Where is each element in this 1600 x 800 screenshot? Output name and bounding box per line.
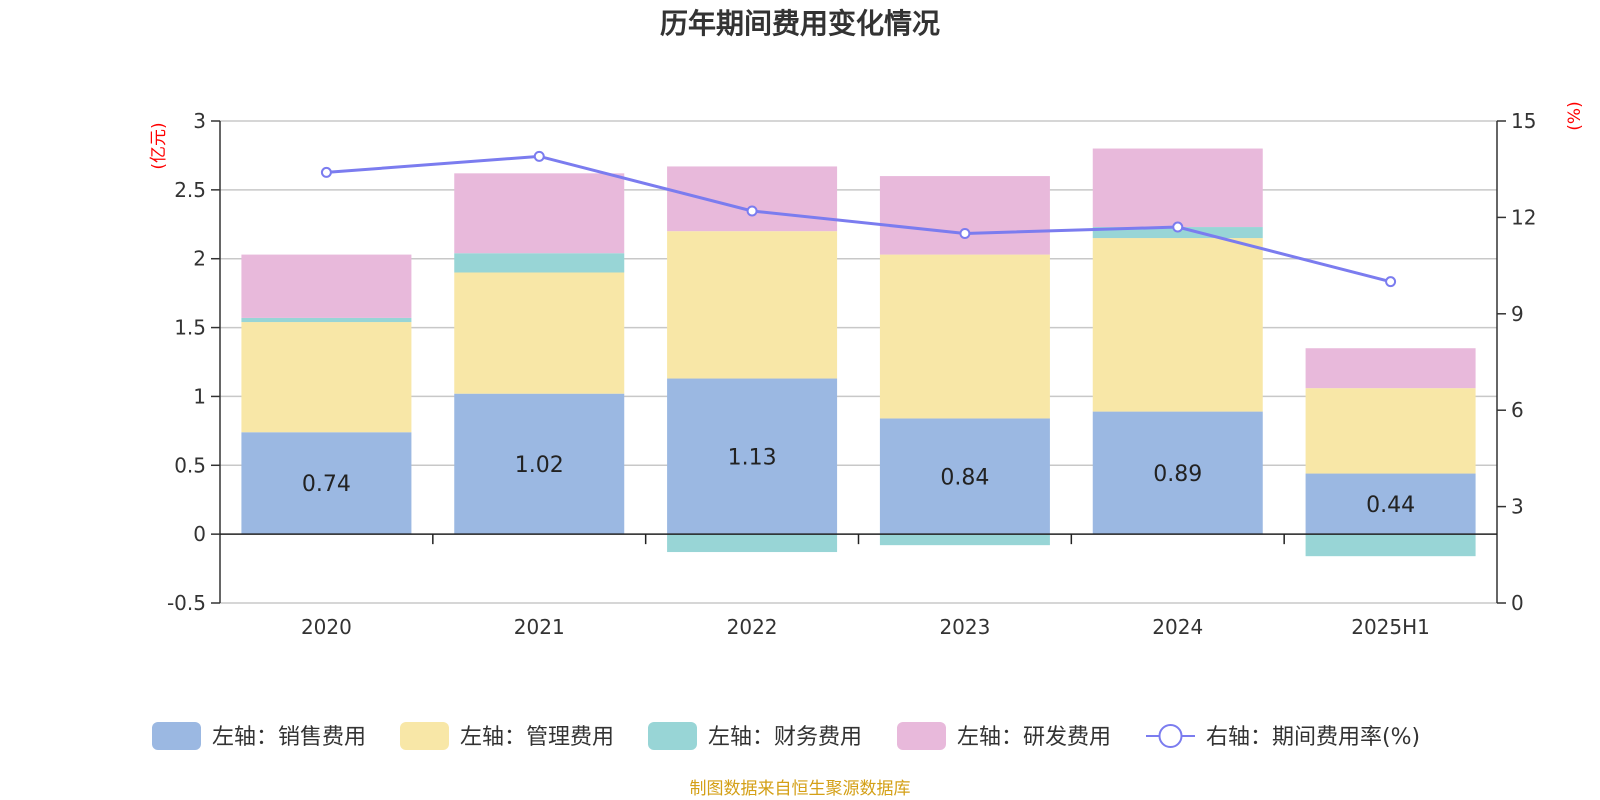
right-tick-label: 0 (1511, 591, 1524, 615)
bar-data-label: 1.02 (515, 453, 564, 478)
bar-segment (454, 253, 625, 273)
legend: 左轴：销售费用 左轴：管理费用 左轴：财务费用 左轴：研发费用 右轴：期间费用率(%) (152, 722, 1420, 750)
left-tick-label: 2.5 (174, 178, 206, 202)
bar-segment (879, 254, 1050, 419)
bar-segment (241, 322, 412, 433)
left-tick-label: 3 (193, 109, 206, 133)
left-tick-label: 1 (193, 384, 206, 408)
bar-data-label: 0.44 (1366, 493, 1415, 518)
legend-label: 左轴：管理费用 (460, 725, 614, 750)
right-tick-label: 3 (1511, 495, 1524, 519)
bar-segment (667, 378, 838, 535)
legend-label: 左轴：财务费用 (708, 725, 862, 750)
axes: 3 2.5 2 1.5 1 0.5 0 -0.5 15 12 9 6 3 0 2020 2021 2022 202… (167, 109, 1536, 639)
data-labels: 0.74 1.02 1.13 0.84 0.89 0.44 (302, 445, 1415, 518)
rate-point (746, 205, 758, 217)
left-tick-label: 1.5 (174, 316, 206, 340)
legend-label: 左轴：销售费用 (212, 725, 366, 750)
bar-segment (1092, 411, 1263, 535)
rate-line-path (326, 154, 1391, 284)
bar-data-label: 0.74 (302, 472, 351, 497)
bar-segment (879, 176, 1050, 255)
bar-segment (454, 272, 625, 394)
bar-segment (454, 173, 625, 254)
bar-segment (241, 254, 412, 318)
x-tick-label: 2025H1 (1351, 615, 1430, 639)
right-axis-unit: (%) (1565, 101, 1585, 130)
chart-title: 历年期间费用变化情况 (660, 7, 940, 40)
x-tick-label: 2020 (301, 615, 352, 639)
bar-segment (1305, 473, 1476, 535)
rate-point (533, 150, 545, 162)
bar-segment (1092, 238, 1263, 412)
right-tick-label: 6 (1511, 398, 1524, 422)
bar-segment (1305, 534, 1476, 557)
bar-data-label: 0.89 (1153, 462, 1202, 487)
left-tick-label: 2 (193, 247, 206, 271)
bar-segment (667, 534, 838, 553)
legend-swatch (648, 722, 697, 750)
right-tick-label: 12 (1511, 205, 1536, 229)
right-tick-label: 15 (1511, 109, 1536, 133)
x-tick-label: 2021 (514, 615, 565, 639)
left-axis-unit: (亿元) (149, 122, 169, 169)
bar-segment (241, 317, 412, 323)
legend-label: 左轴：研发费用 (957, 725, 1111, 750)
rate-point (1385, 276, 1397, 288)
left-tick-label: -0.5 (167, 591, 206, 615)
bar-segment (241, 432, 412, 535)
x-tick-label: 2022 (727, 615, 778, 639)
legend-swatch (152, 722, 201, 750)
bar-data-label: 0.84 (940, 465, 989, 490)
bar-segment (667, 231, 838, 379)
grid (220, 120, 1497, 604)
x-tick-label: 2023 (939, 615, 990, 639)
bar-segment (1092, 227, 1263, 239)
bar-segment (667, 166, 838, 232)
bar-segment (1092, 148, 1263, 228)
rate-point (1172, 221, 1184, 233)
bars (241, 148, 1476, 557)
legend-marker (1158, 724, 1183, 748)
rate-point (959, 227, 971, 239)
rate-point (320, 166, 332, 178)
bar-segment (454, 393, 625, 535)
bar-segment (1305, 388, 1476, 474)
bar-data-label: 1.13 (728, 445, 777, 470)
bar-segment (879, 418, 1050, 535)
source-note: 制图数据来自恒生聚源数据库 (690, 779, 911, 799)
legend-swatch (400, 722, 449, 750)
right-tick-label: 9 (1511, 302, 1524, 326)
bar-segment (1305, 348, 1476, 389)
x-tick-label: 2024 (1152, 615, 1203, 639)
rate-line (320, 150, 1397, 288)
legend-label: 右轴：期间费用率(%) (1206, 725, 1420, 750)
left-tick-label: 0.5 (174, 453, 206, 477)
left-tick-label: 0 (193, 522, 206, 546)
bar-segment (879, 534, 1050, 546)
legend-swatch (897, 722, 946, 750)
